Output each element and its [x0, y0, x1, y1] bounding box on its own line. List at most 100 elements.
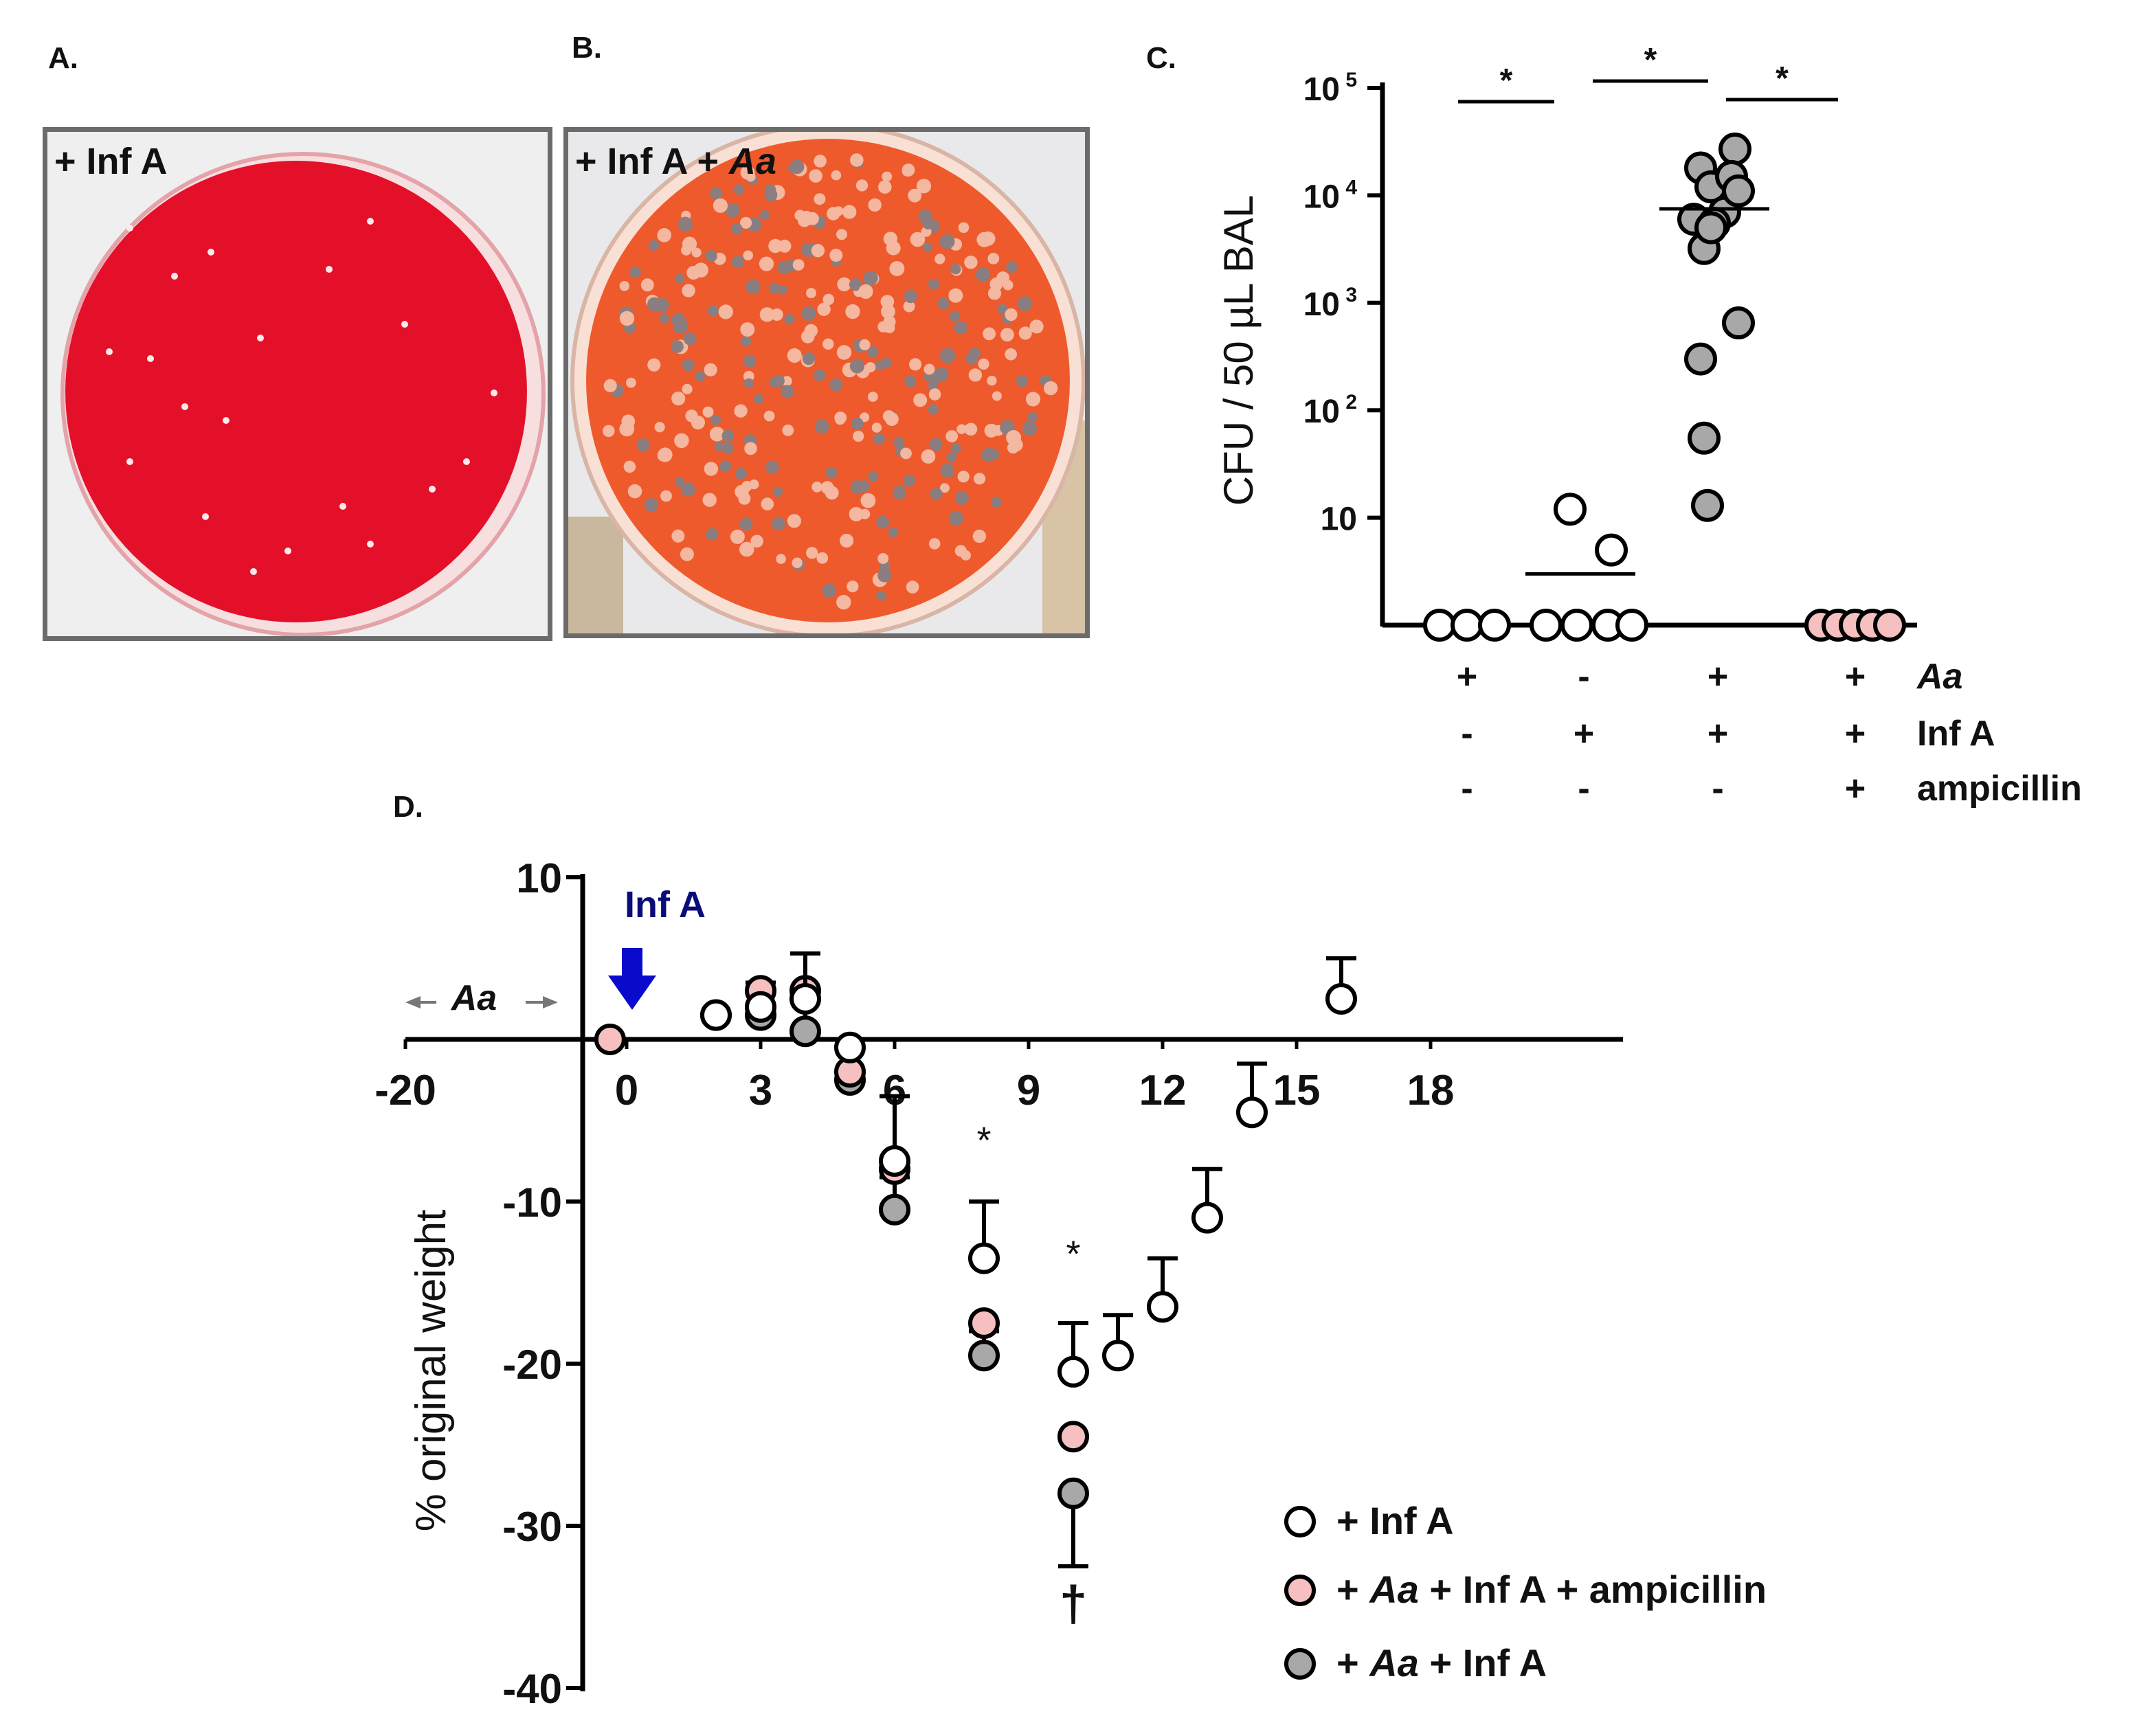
colony: [401, 321, 408, 328]
colony: [957, 471, 970, 483]
significance-star: *: [1066, 1233, 1080, 1274]
colony: [945, 430, 959, 442]
x-tick-label: 12: [1139, 1067, 1187, 1114]
colony: [1016, 374, 1028, 387]
colony: [743, 370, 754, 382]
colony: [882, 171, 893, 182]
colony: [930, 488, 943, 501]
colony: [339, 503, 346, 510]
colony: [863, 271, 878, 286]
colony: [910, 232, 926, 247]
data-point: [1554, 493, 1587, 526]
colony: [873, 433, 885, 445]
colony: [782, 425, 794, 436]
colony: [902, 164, 915, 177]
colony: [934, 367, 949, 382]
colony: [806, 288, 816, 299]
colony: [660, 313, 670, 324]
condition-sign: +: [1574, 714, 1594, 754]
data-point: [1191, 1202, 1223, 1234]
colony: [849, 278, 862, 291]
plate-b-title: + Inf A + Aa: [575, 141, 777, 182]
colony: [825, 466, 838, 479]
colony: [909, 358, 922, 371]
colony: [880, 295, 895, 308]
colony: [367, 218, 374, 225]
colony: [1005, 308, 1018, 322]
colony: [680, 482, 695, 497]
y-tick-label: -20: [502, 1342, 562, 1388]
colony: [619, 281, 630, 291]
y-tick-exponent: 2: [1345, 391, 1357, 414]
colony: [948, 510, 963, 526]
data-point: [1684, 342, 1717, 376]
colony: [868, 471, 879, 482]
colony: [706, 528, 719, 541]
colony: [746, 172, 756, 182]
data-point: [1236, 1096, 1268, 1129]
colony: [836, 594, 851, 610]
dagger-mark: †: [1060, 1577, 1087, 1632]
colony: [961, 550, 971, 561]
colony: [202, 513, 209, 520]
colony: [928, 388, 941, 401]
colony: [855, 179, 869, 192]
colony: [969, 347, 981, 359]
colony: [735, 484, 749, 499]
colony: [904, 289, 918, 304]
x-tick-label: 0: [615, 1067, 638, 1114]
colony: [647, 358, 661, 372]
colony: [776, 554, 786, 564]
colony: [929, 438, 943, 451]
condition-sign: -: [1461, 769, 1472, 809]
data-point: [1325, 983, 1357, 1015]
colony: [950, 264, 961, 275]
colony: [718, 304, 733, 319]
panel-d-label: D.: [393, 790, 423, 824]
colony: [744, 442, 757, 455]
colony: [883, 232, 898, 246]
colony: [833, 206, 844, 216]
panel-c-label: C.: [1146, 41, 1176, 75]
data-point: [700, 999, 732, 1031]
colony: [822, 293, 835, 306]
colony: [903, 300, 915, 313]
colony: [876, 515, 889, 529]
x-tick-label: -20: [374, 1067, 436, 1114]
colony: [800, 330, 815, 343]
y-tick-label: -30: [502, 1504, 562, 1550]
data-point: [1615, 609, 1648, 642]
colony: [984, 423, 998, 438]
colony: [847, 580, 859, 593]
colony: [836, 229, 847, 240]
colony: [754, 394, 764, 405]
plate-a-title: + Inf A: [54, 141, 168, 182]
colony: [126, 458, 133, 465]
colony: [883, 315, 896, 328]
colony: [859, 339, 871, 350]
legend-marker: [1284, 1648, 1316, 1680]
colony: [759, 256, 774, 271]
condition-sign: -: [1578, 769, 1589, 809]
colony: [623, 460, 636, 473]
condition-sign: +: [1845, 657, 1866, 697]
colony: [429, 486, 436, 493]
colony: [934, 253, 945, 264]
y-tick-label: -10: [502, 1180, 562, 1226]
data-point: [1722, 306, 1755, 340]
colony: [860, 412, 870, 422]
colony: [937, 297, 950, 310]
data-point: [1057, 1477, 1089, 1509]
colony: [940, 348, 956, 363]
colony: [739, 216, 752, 229]
colony: [619, 311, 635, 326]
colony: [1006, 261, 1018, 273]
legend-label: + Aa + Inf A: [1336, 1641, 1547, 1684]
data-point: [594, 1024, 626, 1055]
colony: [811, 482, 822, 493]
colony: [463, 458, 470, 465]
colony: [836, 345, 852, 360]
colony: [636, 438, 650, 452]
colony: [647, 297, 662, 312]
